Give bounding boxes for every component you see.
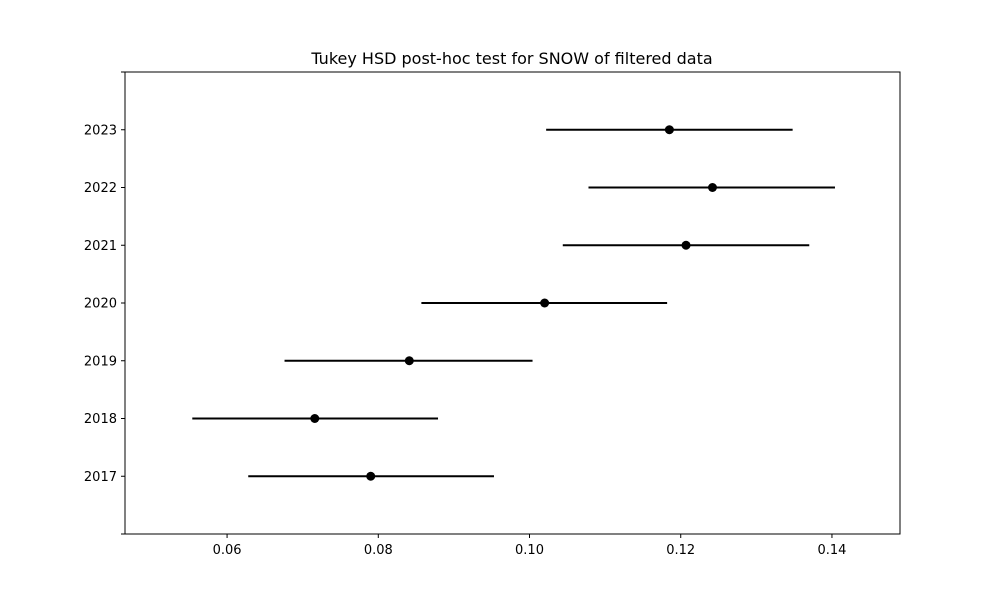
x-tick-label: 0.10 [515,543,544,558]
y-axis: 2017 2018 2019 2020 2021 2022 2023 [84,71,125,535]
x-tick-label: 0.08 [364,543,393,558]
x-tick-label: 0.06 [213,543,242,558]
mean-marker [681,240,691,250]
mean-marker [366,471,376,481]
mean-marker [310,414,320,423]
chart-title: Tukey HSD post-hoc test for SNOW of filt… [310,49,712,68]
y-tick-label: 2017 [84,470,117,485]
mean-marker [707,183,717,192]
y-tick-label: 2018 [84,412,117,427]
x-tick-label: 0.14 [817,543,846,558]
mean-marker [540,298,550,308]
error-bar-series [192,125,835,481]
mean-marker [664,125,674,135]
mean-marker [404,356,414,366]
y-tick-label: 2021 [84,239,117,254]
y-tick-label: 2023 [84,123,117,138]
x-axis: 0.06 0.08 0.10 0.12 0.14 [213,534,846,558]
y-tick-label: 2022 [84,181,117,196]
x-tick-label: 0.12 [666,543,695,558]
y-tick-label: 2020 [84,297,117,312]
y-tick-label: 2019 [84,354,117,369]
